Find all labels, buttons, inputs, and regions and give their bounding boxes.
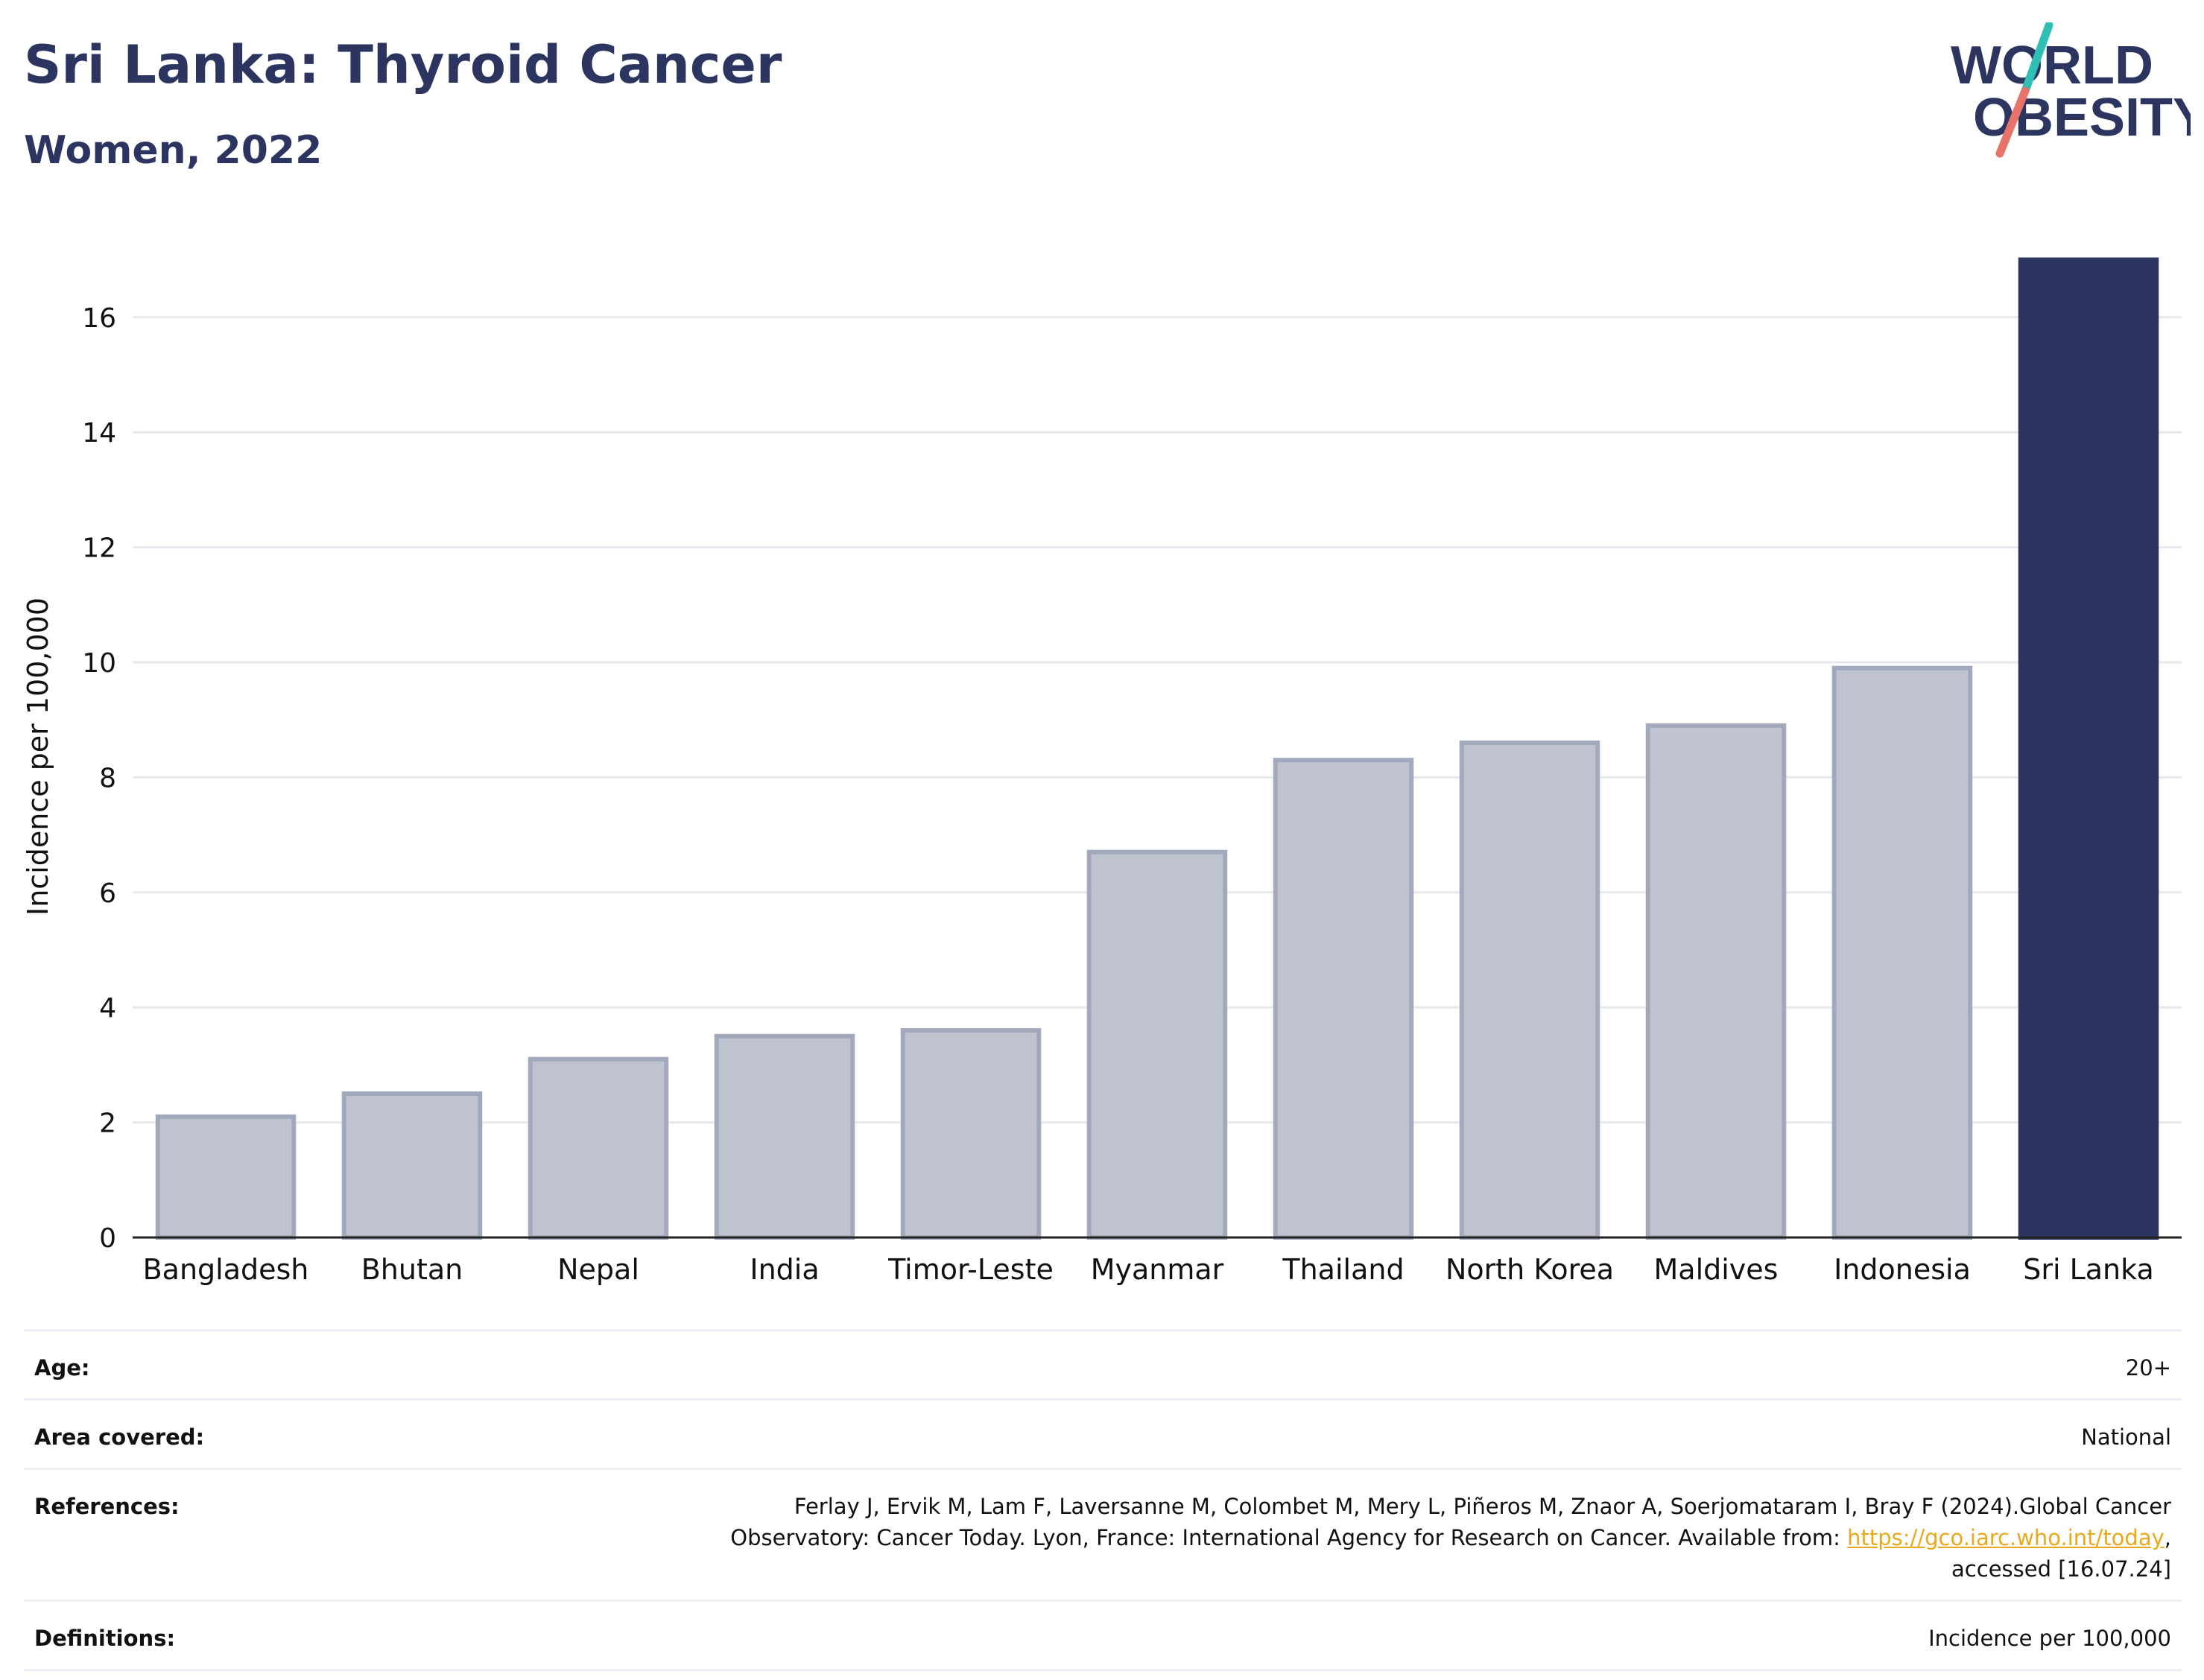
x-tick-label: Nepal [557,1253,639,1286]
bar-north-korea [1459,741,1600,1240]
references-label: References: [24,1468,432,1601]
logo-slash-coral [1995,86,2030,158]
y-tick-label: 6 [99,878,116,909]
info-row-definitions: Definitions: Incidence per 100,000 [24,1600,2182,1672]
y-tick-label: 8 [99,763,116,793]
references-comma: , [2164,1525,2171,1551]
info-row-age: Age: 20+ [24,1328,2182,1400]
x-tick-label: Indonesia [1834,1253,1971,1286]
references-link[interactable]: https://gco.iarc.who.int/today [1847,1525,2165,1551]
y-tick-labels: 0 2 4 6 8 10 12 14 16 [82,303,116,1254]
bar-nepal [528,1056,669,1240]
references-value: Ferlay J, Ervik M, Lam F, Laversanne M, … [432,1468,2182,1601]
x-tick-label: Myanmar [1091,1253,1224,1286]
bar-myanmar [1086,849,1228,1240]
y-tick-label: 12 [82,533,116,564]
x-tick-label: North Korea [1445,1253,1614,1286]
references-line-2: Observatory: Cancer Today. Lyon, France:… [730,1525,1840,1551]
references-line-3: accessed [16.07.24] [1951,1556,2171,1582]
age-value: 20+ [432,1328,2182,1400]
x-tick-label: Sri Lanka [2023,1253,2154,1286]
bars [155,257,2159,1240]
bar-maldives [1645,723,1787,1240]
y-axis-label: Incidence per 100,000 [22,597,54,916]
y-tick-label: 2 [99,1109,116,1139]
x-tick-label: India [750,1253,819,1286]
bar-indonesia [1831,665,1973,1240]
x-tick-label: Thailand [1282,1253,1404,1286]
bar-bangladesh [155,1114,297,1240]
bar-timor-leste [900,1028,1042,1240]
area-value: National [432,1398,2182,1469]
y-tick-label: 14 [82,418,116,448]
definitions-value: Incidence per 100,000 [432,1600,2182,1672]
bar-chart: 0 2 4 6 8 10 12 14 16 Bangladesh Bhutan Nepal India… [22,257,2182,1286]
info-row-area: Area covered: National [24,1398,2182,1469]
bar-bhutan [341,1091,483,1240]
logo-slash-teal [2021,22,2053,95]
bar-india [714,1033,855,1240]
area-label: Area covered: [24,1398,432,1469]
x-tick-label: Timor-Leste [887,1253,1054,1286]
page-title: Sri Lanka: Thyroid Cancer [24,34,782,95]
logo-word-world: WORLD [1951,36,2153,95]
x-tick-label: Bangladesh [143,1253,309,1286]
age-label: Age: [24,1328,432,1400]
x-tick-labels: Bangladesh Bhutan Nepal India Timor-Leste Mya… [143,1253,2154,1286]
info-row-references: References: Ferlay J, Ervik M, Lam F, La… [24,1468,2182,1601]
bar-thailand [1273,758,1414,1240]
y-tick-label: 4 [99,993,116,1024]
y-tick-label: 16 [82,303,116,334]
x-tick-label: Maldives [1654,1253,1779,1286]
info-table: Age: 20+ Area covered: National Referenc… [24,1328,2182,1672]
world-obesity-logo: WORLD OBESITY [1951,22,2191,158]
page-subtitle: Women, 2022 [24,128,323,173]
references-line-1: Ferlay J, Ervik M, Lam F, Laversanne M, … [794,1494,2171,1520]
y-tick-label: 0 [99,1223,116,1254]
y-tick-label: 10 [82,648,116,679]
x-tick-label: Bhutan [361,1253,463,1286]
definitions-label: Definitions: [24,1600,432,1672]
bar-sri-lanka [2018,257,2159,1240]
